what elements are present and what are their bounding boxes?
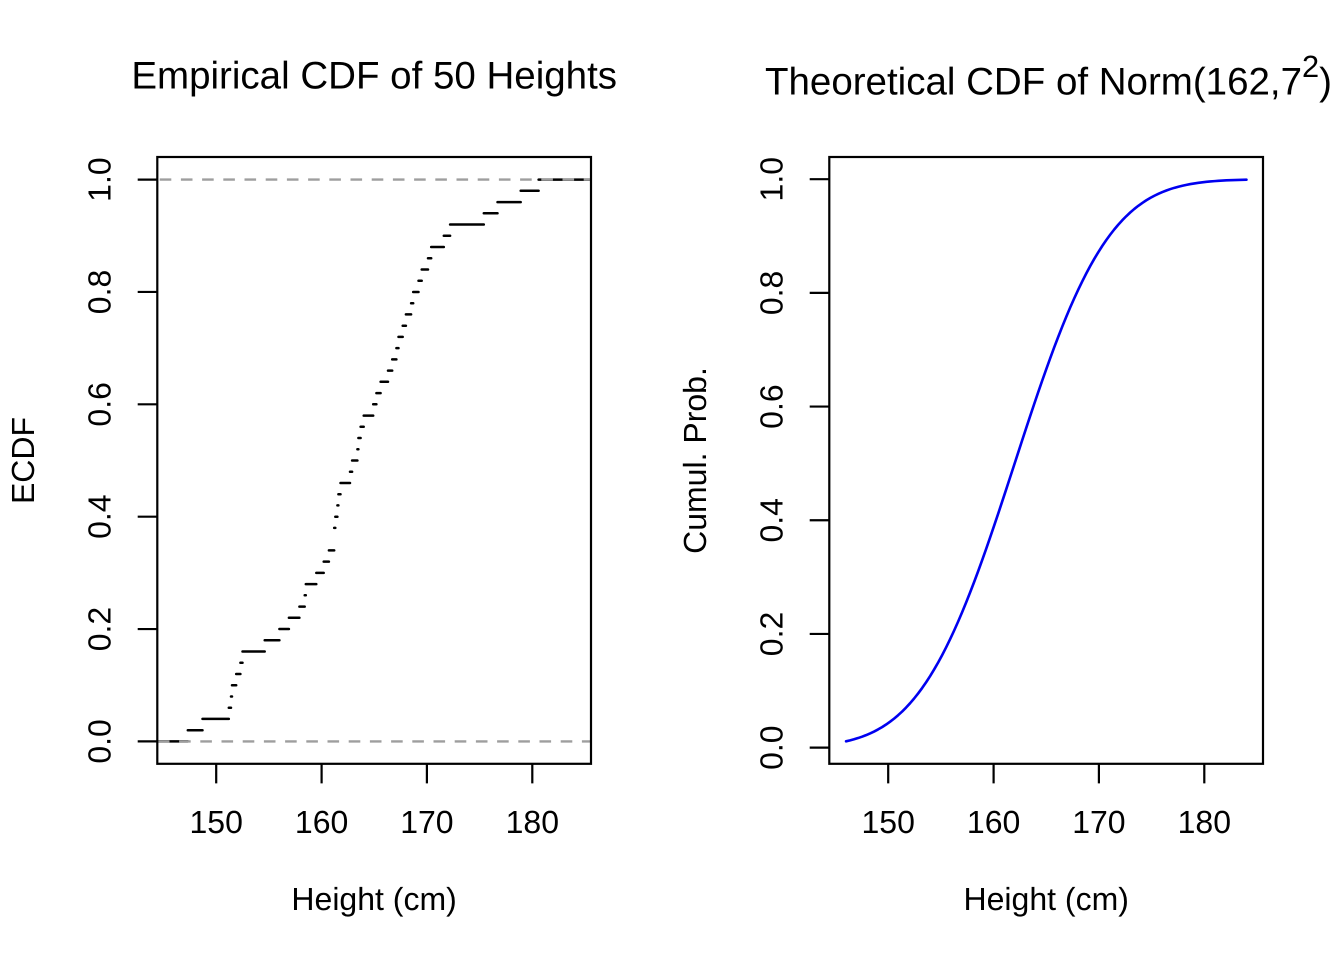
- svg-text:Empirical CDF of 50 Heights: Empirical CDF of 50 Heights: [131, 55, 617, 98]
- svg-text:Height (cm): Height (cm): [291, 881, 456, 917]
- svg-text:170: 170: [1072, 804, 1125, 840]
- svg-text:0.2: 0.2: [754, 612, 790, 656]
- svg-text:0.0: 0.0: [82, 719, 118, 763]
- svg-text:180: 180: [1178, 804, 1231, 840]
- svg-text:0.6: 0.6: [82, 382, 118, 426]
- svg-text:0.8: 0.8: [82, 270, 118, 314]
- svg-text:Cumul. Prob.: Cumul. Prob.: [677, 367, 713, 554]
- svg-text:Height (cm): Height (cm): [964, 881, 1129, 917]
- svg-text:1.0: 1.0: [82, 157, 118, 201]
- svg-text:0.0: 0.0: [754, 725, 790, 769]
- svg-text:0.6: 0.6: [754, 384, 790, 428]
- svg-text:ECDF: ECDF: [5, 417, 41, 504]
- svg-text:160: 160: [295, 804, 348, 840]
- svg-text:150: 150: [862, 804, 915, 840]
- svg-text:1.0: 1.0: [754, 157, 790, 201]
- svg-text:0.4: 0.4: [754, 498, 790, 542]
- svg-text:0.4: 0.4: [82, 494, 118, 538]
- svg-text:150: 150: [190, 804, 243, 840]
- svg-text:0.2: 0.2: [82, 607, 118, 651]
- svg-text:160: 160: [967, 804, 1020, 840]
- svg-text:170: 170: [400, 804, 453, 840]
- svg-text:0.8: 0.8: [754, 271, 790, 315]
- svg-text:180: 180: [506, 804, 559, 840]
